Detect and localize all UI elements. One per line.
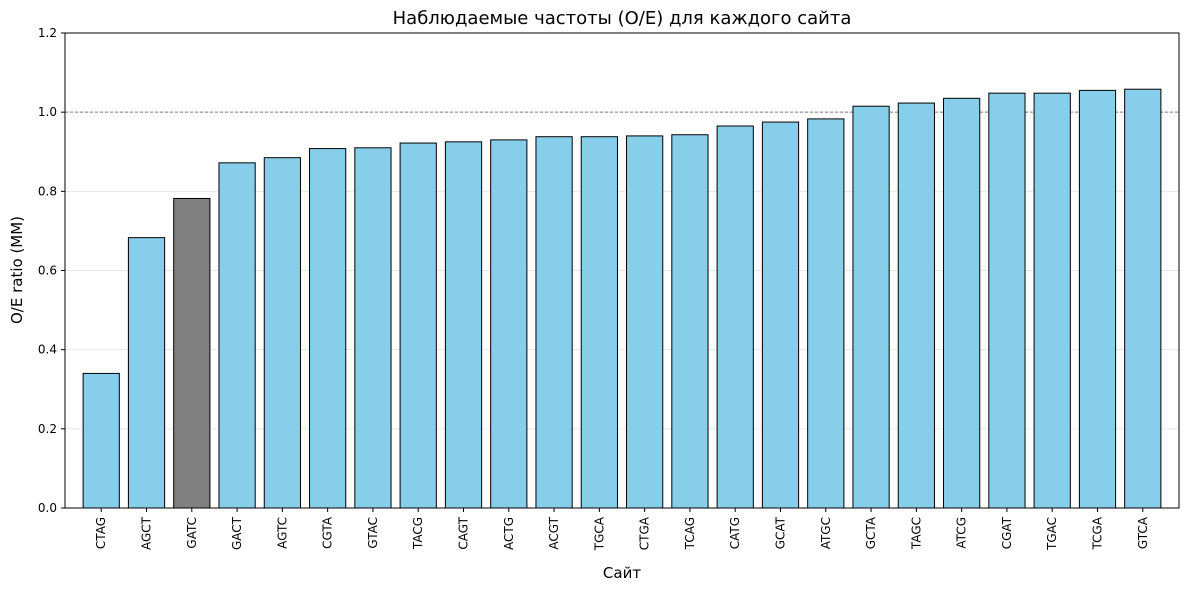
bar-cgat [988, 92, 1026, 509]
bar-agct [127, 237, 166, 509]
x-tick-label: GACT [230, 516, 244, 550]
x-tick-label: GTCA [1136, 516, 1150, 549]
chart-title: Наблюдаемые частоты (O/E) для каждого са… [393, 8, 852, 29]
x-tick-label: GCAT [773, 516, 787, 549]
y-tick-label: 1.0 [38, 105, 57, 119]
bar-tcag [671, 134, 709, 509]
x-tick-label: ACTG [502, 517, 516, 550]
bar-tgac [1033, 92, 1071, 509]
x-tick-label: AGCT [140, 516, 154, 550]
y-tick-label: 0.6 [38, 264, 57, 278]
x-tick-label: TCGA [1090, 516, 1104, 550]
x-tick-label: CAGT [457, 516, 471, 549]
x-axis-ticks: CTAG AGCT GATC GACT AGTC CGTA GTAC TACG CAGT ACTG… [94, 508, 1150, 551]
x-axis-label: Сайт [603, 564, 641, 582]
x-tick-label: CTAG [94, 517, 108, 549]
x-tick-label: ATCG [955, 517, 969, 549]
bar-tacg [399, 142, 437, 509]
x-tick-label: TGCA [592, 516, 606, 551]
bar-gcat [761, 121, 800, 509]
x-tick-label: CATG [728, 517, 742, 549]
x-tick-label: TCAG [683, 517, 697, 550]
bar-actg [490, 139, 528, 509]
bar-catg [716, 125, 754, 509]
bar-cgta [309, 148, 347, 509]
x-tick-label: CTGA [638, 516, 652, 550]
bar-gatc [173, 197, 211, 509]
x-tick-label: GCTA [864, 516, 878, 549]
x-tick-label: TGAC [1045, 517, 1059, 551]
bar-gact [218, 162, 256, 509]
y-axis-ticks: 0.0 0.2 0.4 0.6 0.8 1.0 1.2 [38, 26, 65, 515]
bar-gtca [1124, 88, 1162, 509]
bar-atcg [943, 97, 981, 509]
y-tick-label: 0.0 [38, 501, 57, 515]
x-tick-label: CGAT [1000, 516, 1014, 549]
y-tick-label: 1.2 [38, 26, 57, 40]
bar-gtac [354, 147, 392, 509]
y-tick-label: 0.8 [38, 184, 57, 198]
bar-tgca [580, 136, 618, 509]
y-tick-label: 0.4 [38, 343, 57, 357]
y-tick-label: 0.2 [38, 422, 57, 436]
bar-ctag [82, 372, 120, 509]
bar-agtc [263, 157, 301, 509]
y-axis-label: O/E ratio (MM) [8, 216, 26, 324]
x-tick-label: CGTA [321, 516, 335, 549]
x-tick-label: TACG [411, 517, 425, 550]
x-tick-label: ATGC [819, 517, 833, 549]
x-tick-label: TAGC [909, 517, 923, 550]
bar-atgc [807, 118, 845, 509]
x-tick-label: AGTC [275, 517, 289, 549]
bar-gcta [852, 105, 890, 509]
x-tick-label: ACGT [547, 516, 561, 549]
x-tick-label: GTAC [366, 517, 380, 549]
bar-tcga [1078, 89, 1117, 509]
x-tick-label: GATC [185, 517, 199, 549]
bars-group [82, 88, 1162, 509]
bar-tagc [897, 102, 935, 509]
bar-acgt [535, 136, 573, 509]
bar-cagt [444, 141, 483, 509]
bar-ctga [626, 135, 664, 509]
